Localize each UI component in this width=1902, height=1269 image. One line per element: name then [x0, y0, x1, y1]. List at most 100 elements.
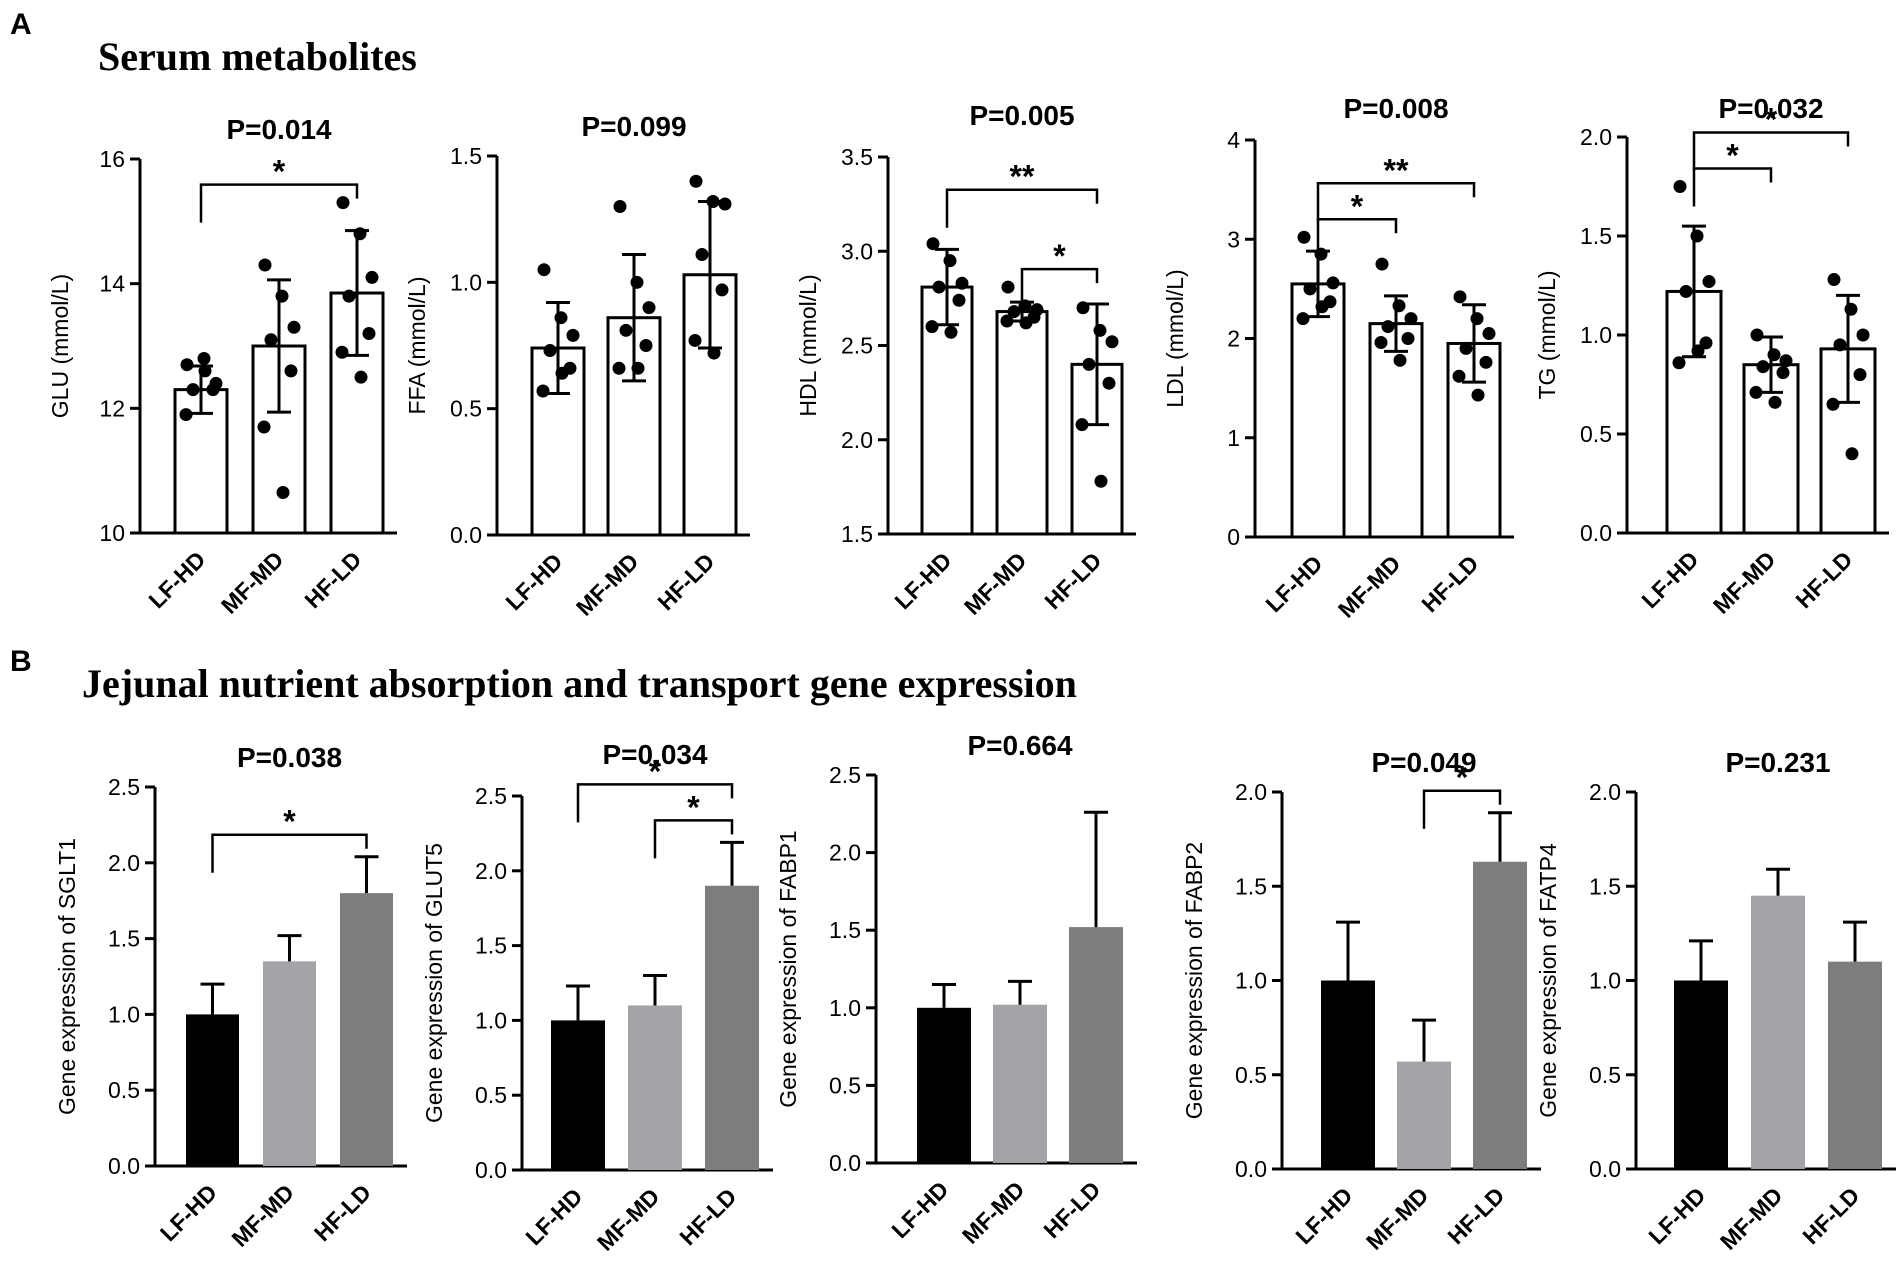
data-point — [688, 333, 702, 347]
significance-marker: * — [1351, 188, 1364, 224]
data-point — [943, 254, 957, 268]
significance-bracket — [1692, 131, 1850, 171]
data-point — [718, 197, 732, 211]
x-tick-label: MF-MD — [1333, 550, 1406, 623]
data-point — [925, 320, 939, 334]
chart-hdl: 1.5 2.0 2.5 3.0 3.5 HDL (mmol/L) LF-HD MF-MD HF-… — [795, 100, 1136, 620]
x-tick-label: LF-HD — [1260, 550, 1327, 617]
significance-bracket — [1316, 218, 1398, 258]
y-tick-label: 1.5 — [108, 926, 140, 952]
data-point — [1001, 280, 1015, 294]
y-tick-label: 3.5 — [841, 144, 873, 170]
x-tick-label: MF-MD — [571, 548, 644, 621]
data-point — [342, 289, 356, 303]
data-point — [1471, 388, 1485, 402]
data-point — [198, 364, 212, 378]
panel-a-label: A — [10, 8, 32, 41]
data-point — [639, 339, 653, 352]
data-point — [1827, 273, 1841, 287]
data-point — [952, 293, 966, 307]
bar — [263, 961, 316, 1166]
significance-bracket — [576, 783, 734, 823]
significance-marker: * — [649, 753, 662, 789]
data-point — [1749, 385, 1763, 399]
data-point — [1375, 257, 1389, 271]
data-point — [543, 344, 557, 358]
significance-marker: * — [687, 789, 700, 825]
data-point — [284, 364, 298, 378]
data-point — [1019, 316, 1033, 330]
chart-tg: 0.0 0.5 1.0 1.5 2.0 TG (mmol/L) LF-HD MF-MD HF-L… — [1534, 93, 1889, 619]
data-point — [362, 327, 376, 341]
y-axis-label: Gene expression of SGLT1 — [54, 838, 80, 1115]
data-point — [536, 384, 550, 398]
bar — [1321, 980, 1375, 1169]
data-point — [695, 248, 709, 262]
y-tick-label: 0.5 — [108, 1077, 140, 1103]
y-tick-label: 2.0 — [841, 427, 873, 453]
data-point — [1297, 230, 1311, 244]
significance-marker: * — [1053, 238, 1066, 274]
data-point — [1768, 395, 1782, 409]
y-tick-label: 2.5 — [841, 333, 873, 359]
data-point — [619, 323, 633, 337]
data-point — [336, 196, 350, 210]
significance-bracket — [211, 833, 368, 873]
x-tick-label: MF-MD — [957, 1176, 1030, 1249]
data-point — [1779, 354, 1793, 368]
x-tick-label: LF-HD — [155, 1179, 222, 1246]
data-point — [1826, 397, 1840, 411]
x-tick-label: MF-MD — [959, 547, 1032, 620]
bar — [1674, 980, 1728, 1169]
data-point — [1845, 447, 1859, 461]
data-point — [554, 311, 568, 325]
bar — [1751, 895, 1805, 1169]
data-point — [1767, 348, 1781, 362]
data-point — [1076, 301, 1090, 315]
data-point — [1459, 341, 1473, 355]
y-tick-label: 0.0 — [1589, 1156, 1621, 1182]
x-tick-label: HF-LD — [299, 546, 366, 613]
data-point — [1470, 312, 1484, 326]
bar — [993, 1004, 1047, 1163]
significance-bracket — [1020, 267, 1099, 308]
significance-bracket — [1692, 167, 1773, 207]
y-tick-label: 0.5 — [475, 1082, 507, 1108]
data-point — [1314, 247, 1328, 261]
y-axis-label: TG (mmol/L) — [1534, 270, 1560, 399]
data-point — [1856, 328, 1870, 342]
chart-title: P=0.034 — [602, 739, 708, 770]
data-point — [1075, 418, 1089, 432]
chart-title: P=0.099 — [581, 111, 686, 142]
data-point — [1844, 302, 1858, 316]
x-tick-label: HF-LD — [674, 1183, 741, 1250]
bar — [995, 310, 1049, 536]
y-tick-label: 2.5 — [829, 762, 861, 788]
data-point — [206, 383, 220, 397]
data-point — [955, 276, 969, 290]
data-point — [335, 345, 349, 359]
y-tick-label: 2.0 — [475, 858, 507, 884]
y-tick-label: 1.0 — [1235, 968, 1267, 994]
data-point — [1479, 355, 1493, 369]
x-tick-label: LF-HD — [520, 1183, 587, 1250]
data-point — [1679, 284, 1693, 298]
chart-title: P=0.008 — [1343, 93, 1448, 124]
data-point — [1094, 474, 1108, 488]
chart-title: P=0.014 — [226, 114, 332, 145]
data-point — [706, 194, 720, 208]
x-tick-label: HF-LD — [652, 548, 719, 615]
data-point — [715, 283, 729, 297]
significance-marker: * — [1765, 102, 1778, 138]
x-tick-label: LF-HD — [1290, 1182, 1357, 1249]
data-point — [1750, 328, 1764, 342]
y-tick-label: 1.5 — [1580, 223, 1612, 249]
significance-bracket — [1422, 789, 1502, 829]
x-tick-label: MF-MD — [1715, 1182, 1788, 1255]
y-tick-label: 1.5 — [1235, 873, 1267, 899]
y-tick-label: 2.0 — [1235, 779, 1267, 805]
bar — [917, 1007, 971, 1163]
y-tick-label: 1.0 — [1580, 322, 1612, 348]
